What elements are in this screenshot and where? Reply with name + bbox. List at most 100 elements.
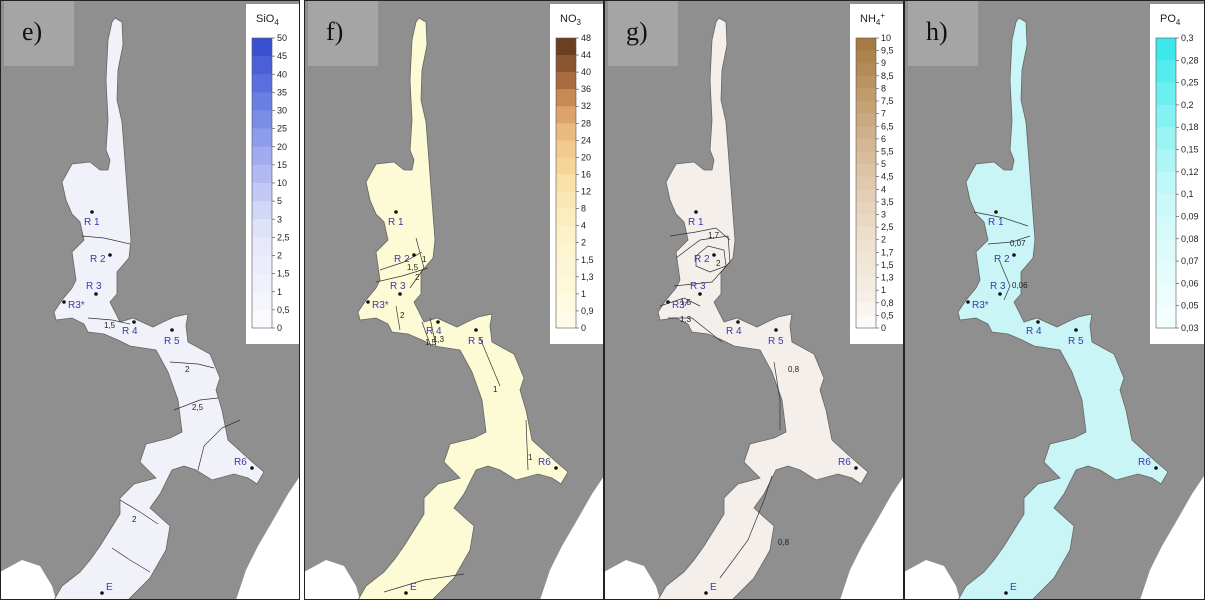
station-label: R 4 <box>122 326 138 337</box>
station-label: R3* <box>972 300 989 311</box>
legend-tick-label: 0 <box>277 323 282 333</box>
legend-swatch <box>252 183 272 202</box>
legend-tick-label: 0,05 <box>1181 301 1199 311</box>
legend-swatch <box>252 219 272 238</box>
legend-title: PO4 <box>1160 13 1181 27</box>
station-marker <box>170 328 174 332</box>
station-marker <box>398 292 402 296</box>
contour-label: 1,5 <box>104 321 116 330</box>
legend-title: SiO4 <box>256 13 279 27</box>
legend-tick-label: 1,3 <box>881 273 894 283</box>
legend-tick-label: 40 <box>581 67 591 77</box>
legend-swatch <box>556 106 576 124</box>
contour-line <box>525 419 529 471</box>
panel-letter-box <box>908 0 978 66</box>
legend-tick-label: 32 <box>581 101 591 111</box>
contour-label: 1,5 <box>425 338 437 347</box>
legend-frame <box>1155 37 1177 329</box>
station-marker <box>1012 253 1016 257</box>
legend-tick-label: 0 <box>881 323 886 333</box>
station-label: R 3 <box>990 281 1006 292</box>
station-marker <box>90 210 94 214</box>
legend-swatch <box>556 310 576 329</box>
legend-title: NH4+ <box>860 11 885 27</box>
legend-tick-label: 0,08 <box>1181 234 1199 244</box>
contour-label: 2 <box>716 259 721 268</box>
legend-swatch <box>556 225 576 244</box>
legend-swatch <box>556 38 576 56</box>
legend-f: NO3 48 44 40 36 32 28 24 20 16 12 8 4 2 1,5 1,3 1 0,9 0 <box>550 4 604 344</box>
legend-tick-label: 0,28 <box>1181 55 1199 65</box>
legend-tick-label: 0,18 <box>1181 122 1199 132</box>
legend-tick-label: 3 <box>881 210 886 220</box>
open-sea-area <box>840 476 904 600</box>
legend-tick-label: 0 <box>581 323 586 333</box>
contour-label: 1 <box>493 385 498 394</box>
station-marker <box>474 328 478 332</box>
station-label: R 2 <box>394 254 410 265</box>
contour-label: 1,3 <box>433 335 445 344</box>
legend-tick-label: 0,1 <box>1181 189 1194 199</box>
station-label: E <box>106 582 113 593</box>
contour-label: 1 <box>422 255 427 264</box>
legend-frame <box>555 37 577 329</box>
contour-label: 1,7 <box>708 231 720 240</box>
legend-tick-label: 4,5 <box>881 172 894 182</box>
station-marker <box>436 320 440 324</box>
legend-tick-label: 20 <box>277 142 287 152</box>
contour-line <box>973 211 1029 227</box>
legend-swatch <box>1156 283 1176 306</box>
legend-tick-label: 1,5 <box>581 255 594 265</box>
station-marker <box>698 292 702 296</box>
legend-swatch <box>856 302 876 316</box>
estuary-water <box>53 17 265 600</box>
contour-label: 2 <box>400 311 405 320</box>
open-sea-area-left <box>0 560 56 600</box>
legend-swatch <box>856 189 876 203</box>
legend-tick-label: 0,09 <box>1181 211 1199 221</box>
legend-swatch <box>1156 149 1176 173</box>
legend-tick-label: 20 <box>581 152 591 162</box>
legend-swatch <box>856 315 876 329</box>
legend-tick-label: 16 <box>581 169 591 179</box>
legend-swatch <box>1156 127 1176 150</box>
legend-tick-label: 0,5 <box>881 310 894 320</box>
legend-tick-label: 8 <box>881 83 886 93</box>
station-marker <box>412 253 416 257</box>
contour-line <box>169 361 215 369</box>
legend-tick-label: 0,25 <box>1181 78 1199 88</box>
legend-tick-label: 0,15 <box>1181 145 1199 155</box>
station-label: R 5 <box>768 336 784 347</box>
legend-swatch <box>252 309 272 329</box>
legend-swatch <box>556 293 576 312</box>
legend-swatch <box>1156 38 1176 61</box>
legend-swatch <box>856 126 876 140</box>
contour-label: 2 <box>185 365 190 374</box>
legend-title: NO3 <box>560 13 582 27</box>
contour-line <box>999 261 1011 301</box>
contour-line <box>87 317 131 325</box>
station-label: R 2 <box>694 254 710 265</box>
legend-g: NH4+109,598,587,576,565,554,543,532,521,… <box>850 4 904 344</box>
legend-tick-label: 0,5 <box>277 305 290 315</box>
legend-tick-label: 1,3 <box>581 272 594 282</box>
legend-swatch <box>252 92 272 111</box>
legend-swatch <box>252 38 272 57</box>
open-sea-area <box>1140 476 1204 600</box>
station-label: R3* <box>68 300 85 311</box>
station-label: E <box>710 582 717 593</box>
legend-swatch <box>1156 238 1176 262</box>
station-marker <box>404 591 408 595</box>
legend-swatch <box>856 38 876 51</box>
station-label: R 1 <box>688 217 704 228</box>
legend-swatch <box>856 113 876 127</box>
contour-line <box>375 267 429 283</box>
station-label: E <box>410 582 417 593</box>
legend-swatch <box>556 157 576 175</box>
legend-swatch <box>252 56 272 75</box>
station-marker <box>1074 328 1078 332</box>
contour-label: 2,5 <box>192 403 204 412</box>
legend-tick-label: 1,5 <box>277 269 290 279</box>
contour-label: 0,06 <box>1012 281 1028 290</box>
panel-letter: e) <box>22 17 42 46</box>
